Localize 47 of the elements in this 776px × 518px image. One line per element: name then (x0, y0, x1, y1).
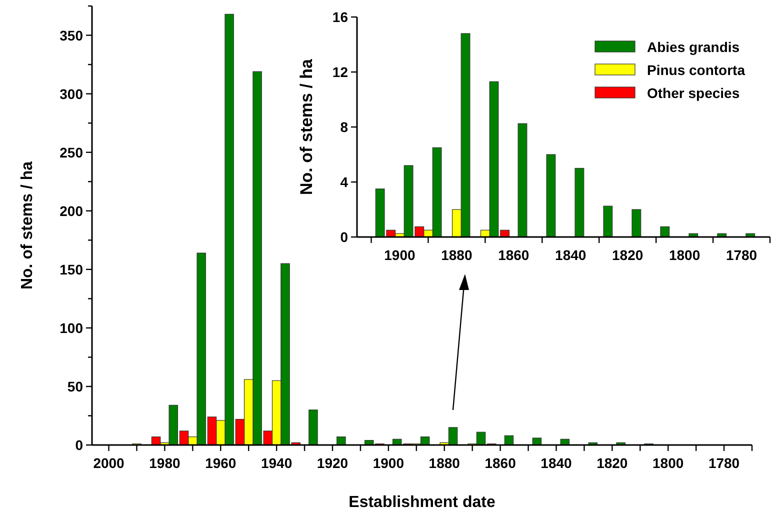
x-tick-label: 1900 (372, 455, 404, 471)
x-tick-label: 1800 (652, 455, 684, 471)
bar (546, 154, 556, 238)
bar (603, 206, 613, 238)
y-tick-label: 250 (60, 144, 84, 160)
y-tick-label: 200 (60, 202, 84, 219)
x-tick-label: 2000 (93, 455, 125, 471)
y-tick-label: 16 (332, 9, 348, 25)
y-tick-label: 12 (332, 64, 348, 80)
x-axis-title: Establishment date (348, 494, 496, 511)
y-tick-label: 300 (60, 86, 84, 102)
y-tick-label: 350 (60, 27, 84, 44)
y-axis-title: No. of stems / ha (19, 161, 36, 290)
y-tick-label: 0 (340, 229, 348, 245)
x-tick-label: 1820 (612, 247, 644, 263)
y-tick-label: 150 (60, 261, 84, 278)
x-tick-label: 1880 (441, 247, 472, 263)
bar (336, 436, 346, 446)
y-tick-label: 100 (60, 320, 84, 336)
y-tick-label: 4 (340, 174, 348, 190)
bar (532, 438, 542, 446)
x-tick-label: 1880 (428, 455, 460, 471)
x-tick-label: 1860 (498, 247, 530, 263)
x-tick-label: 1840 (540, 455, 572, 471)
x-tick-label: 1940 (261, 455, 292, 471)
legend-label: Pinus contorta (647, 62, 746, 78)
y-tick-label: 0 (75, 437, 84, 453)
bar (308, 410, 318, 446)
bar (574, 168, 584, 238)
x-tick-label: 1780 (726, 247, 758, 263)
bar (660, 226, 670, 238)
bar (632, 209, 642, 238)
legend-label: Other species (647, 85, 740, 101)
y-tick-label: 50 (67, 378, 84, 394)
x-tick-label: 1960 (205, 455, 236, 471)
x-tick-label: 1900 (384, 247, 416, 263)
x-tick-label: 1780 (708, 455, 740, 471)
legend-label: Abies grandis (647, 39, 740, 55)
x-tick-label: 1820 (596, 455, 628, 471)
x-tick-label: 1980 (149, 455, 180, 471)
x-tick-label: 1800 (668, 247, 700, 263)
y-axis-title: No. of stems / ha (297, 58, 316, 196)
x-tick-label: 1840 (555, 247, 586, 263)
y-tick-label: 8 (340, 119, 348, 135)
x-tick-label: 1860 (484, 455, 516, 471)
bar (518, 123, 528, 238)
x-tick-label: 1920 (316, 455, 348, 471)
